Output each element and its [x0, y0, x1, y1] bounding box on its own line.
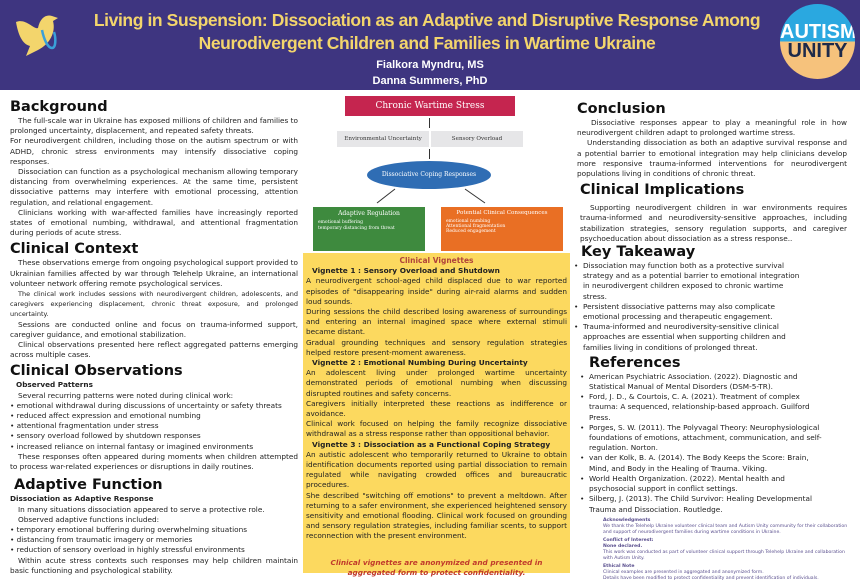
conclusion-text: Dissociative responses appear to play a … — [577, 118, 847, 138]
adaptive-item: • temporary emotional buffering during o… — [10, 524, 248, 534]
implications-heading: Clinical Implications — [580, 182, 745, 199]
reference-item: World Health Organization. (2022). Menta… — [577, 474, 827, 494]
references-heading: References — [589, 354, 681, 371]
vignette-text: Gradual grounding techniques and sensory… — [306, 337, 567, 357]
consequences-title: Potential Clinical Consequences — [456, 210, 548, 216]
vignette-text: An autistic adolescent who temporarily r… — [306, 449, 567, 490]
conclusion-heading: Conclusion — [577, 101, 666, 117]
reference-item: American Psychiatric Association. (2022)… — [577, 372, 827, 392]
ack-text: We thank the Telehelp Ukraine volunteer … — [603, 523, 848, 535]
diagram-factor-box: Environmental Uncertainty — [337, 131, 429, 147]
observation-item: • sensory overload followed by shutdown … — [10, 431, 201, 441]
left-column: Background The full-scale war in Ukraine… — [10, 99, 298, 576]
adaptive-intro: In many situations dissociation appeared… — [18, 504, 265, 514]
clinical-vignettes-box: Clinical Vignettes Vignette 1 : Sensory … — [303, 253, 570, 577]
reference-item: van der Kolk, B. A. (2014). The Body Kee… — [577, 453, 827, 473]
vignette-text: An adolescent living under prolonged war… — [306, 368, 567, 398]
observations-intro: Several recurring patterns were noted du… — [18, 390, 234, 400]
adaptive-intro: Observed adaptive functions included: — [18, 514, 160, 524]
observation-item: • attentional fragmentation under stress — [10, 421, 159, 431]
vignette-title: Vignette 2 : Emotional Numbing During Un… — [312, 358, 528, 368]
diagram-item: emotional numbing — [446, 218, 491, 224]
vignette-text: A neurodivergent school-aged child displ… — [306, 276, 567, 306]
right-column: Conclusion Dissociative responses appear… — [574, 101, 847, 582]
adaptive-regulation-box: Adaptive Regulation emotional buffering … — [313, 207, 425, 251]
context-text: Sessions are conducted online and focus … — [10, 319, 298, 339]
adaptive-outro: Within acute stress contexts such respon… — [10, 555, 298, 575]
reference-item: Silberg, J. (2013). The Child Survivor: … — [577, 494, 827, 514]
takeaway-item: Dissociation may function both as a prot… — [571, 261, 803, 302]
acknowledgments-block: Acknowledgments We thank the Telehelp Uk… — [603, 518, 853, 582]
reference-item: Ford, J. D., & Courtois, C. A. (2021). T… — [577, 392, 827, 423]
observed-patterns-subheading: Observed Patterns — [16, 380, 93, 390]
arrow-down-icon — [429, 149, 430, 159]
vignette-text: During sessions the child described losi… — [306, 307, 567, 337]
vignette-title: Vignette 1 : Sensory Overload and Shutdo… — [312, 266, 500, 276]
implications-text: Supporting neurodivergent children in wa… — [580, 203, 847, 243]
background-text: Clinicians working with war-affected fam… — [10, 207, 298, 238]
diagram-center-ellipse: Dissociative Coping Responses — [367, 161, 491, 189]
background-text: Dissociation can function as a psycholog… — [10, 167, 298, 207]
poster-title: Living in Suspension: Dissociation as an… — [93, 10, 761, 53]
ethics-heading: Ethical Note — [603, 563, 635, 569]
coi-value: None declared. — [603, 543, 643, 549]
vignette-text: Caregivers initially interpreted these r… — [306, 398, 567, 419]
ethics-text: Clinical examples are presented in aggre… — [603, 569, 764, 575]
context-text: These observations emerge from ongoing p… — [10, 258, 298, 288]
conclusion-text: Understanding dissociation as both an ad… — [577, 138, 847, 179]
arrow-left-icon — [376, 188, 396, 204]
vignette-text: Clinical work focused on helping the fam… — [306, 419, 567, 439]
diagram-factor-box: Sensory Overload — [431, 131, 523, 147]
vignette-title: Vignette 3 : Dissociation as a Functiona… — [312, 439, 551, 449]
adaptive-item: • reduction of sensory overload in highl… — [10, 545, 245, 555]
observation-item: • increased reliance on internal fantasy… — [10, 441, 254, 451]
dove-stethoscope-logo — [16, 15, 58, 56]
observation-item: • reduced affect expression and emotiona… — [10, 411, 201, 421]
adaptive-function-heading: Adaptive Function — [14, 477, 163, 494]
ethics-text: Details have been modified to protect co… — [603, 575, 819, 581]
vignettes-heading: Clinical Vignettes — [399, 256, 474, 265]
adaptive-subheading: Dissociation as Adaptive Response — [10, 494, 154, 504]
autism-unity-logo: AUTISM UNITY — [780, 4, 855, 79]
author-2: Danna Summers, PhD — [372, 75, 488, 87]
observations-outro: These responses often appeared during mo… — [10, 451, 298, 472]
clinical-consequences-box: Potential Clinical Consequences emotiona… — [441, 207, 563, 251]
diagram-arrows — [376, 188, 486, 204]
reference-item: Porges, S. W. (2011). The Polyvagal Theo… — [577, 423, 827, 454]
adaptive-regulation-title: Adaptive Regulation — [338, 210, 400, 217]
arrow-right-icon — [464, 188, 486, 204]
observation-item: • emotional withdrawal during discussion… — [10, 400, 282, 410]
background-text: The full-scale war in Ukraine has expose… — [10, 116, 298, 136]
diagram-top-box: Chronic Wartime Stress — [345, 96, 515, 116]
diagram-item: Attentional fragmentation — [446, 224, 506, 230]
confidentiality-note: Clinical vignettes are anonymized and pr… — [330, 557, 543, 577]
diagram-item: emotional buffering — [318, 220, 364, 226]
clinical-context-heading: Clinical Context — [10, 241, 139, 258]
coi-text: This work was conducted as part of volun… — [603, 549, 845, 561]
takeaway-item: Persistent dissociative patterns may als… — [571, 302, 803, 322]
background-heading: Background — [10, 99, 108, 115]
ack-heading: Acknowledgments — [603, 517, 651, 523]
diagram-item: Reduced engagement — [446, 229, 496, 235]
diagram-item: temporary distancing from threat — [318, 225, 395, 231]
key-takeaway-heading: Key Takeaway — [581, 244, 696, 261]
poster-header: Living in Suspension: Dissociation as an… — [0, 0, 860, 90]
dissociation-diagram: Chronic Wartime Stress Environmental Unc… — [305, 93, 568, 253]
context-text: Clinical observations presented here ref… — [10, 340, 298, 360]
coi-heading: Conflict of Interest: — [603, 537, 654, 543]
arrow-down-icon — [429, 118, 430, 128]
background-text: For neurodivergent children, including t… — [10, 136, 298, 166]
clinical-observations-heading: Clinical Observations — [10, 363, 183, 380]
author-1: Fialkora Myndru, MS — [376, 59, 484, 71]
context-text: The clinical work includes sessions with… — [10, 290, 298, 319]
takeaway-item: Trauma-informed and neurodiversity-sensi… — [571, 322, 803, 353]
vignette-text: She described "switching off emotions" t… — [306, 490, 567, 541]
adaptive-item: • distancing from traumatic imagery or m… — [10, 535, 193, 545]
